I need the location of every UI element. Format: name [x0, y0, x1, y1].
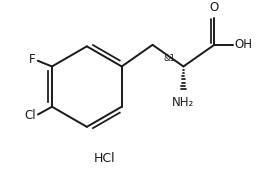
Text: NH₂: NH₂: [172, 96, 194, 109]
Text: HCl: HCl: [94, 152, 116, 165]
Text: &1: &1: [164, 54, 176, 63]
Text: OH: OH: [234, 38, 252, 51]
Text: Cl: Cl: [24, 109, 36, 122]
Text: O: O: [210, 1, 219, 14]
Text: F: F: [29, 53, 36, 66]
